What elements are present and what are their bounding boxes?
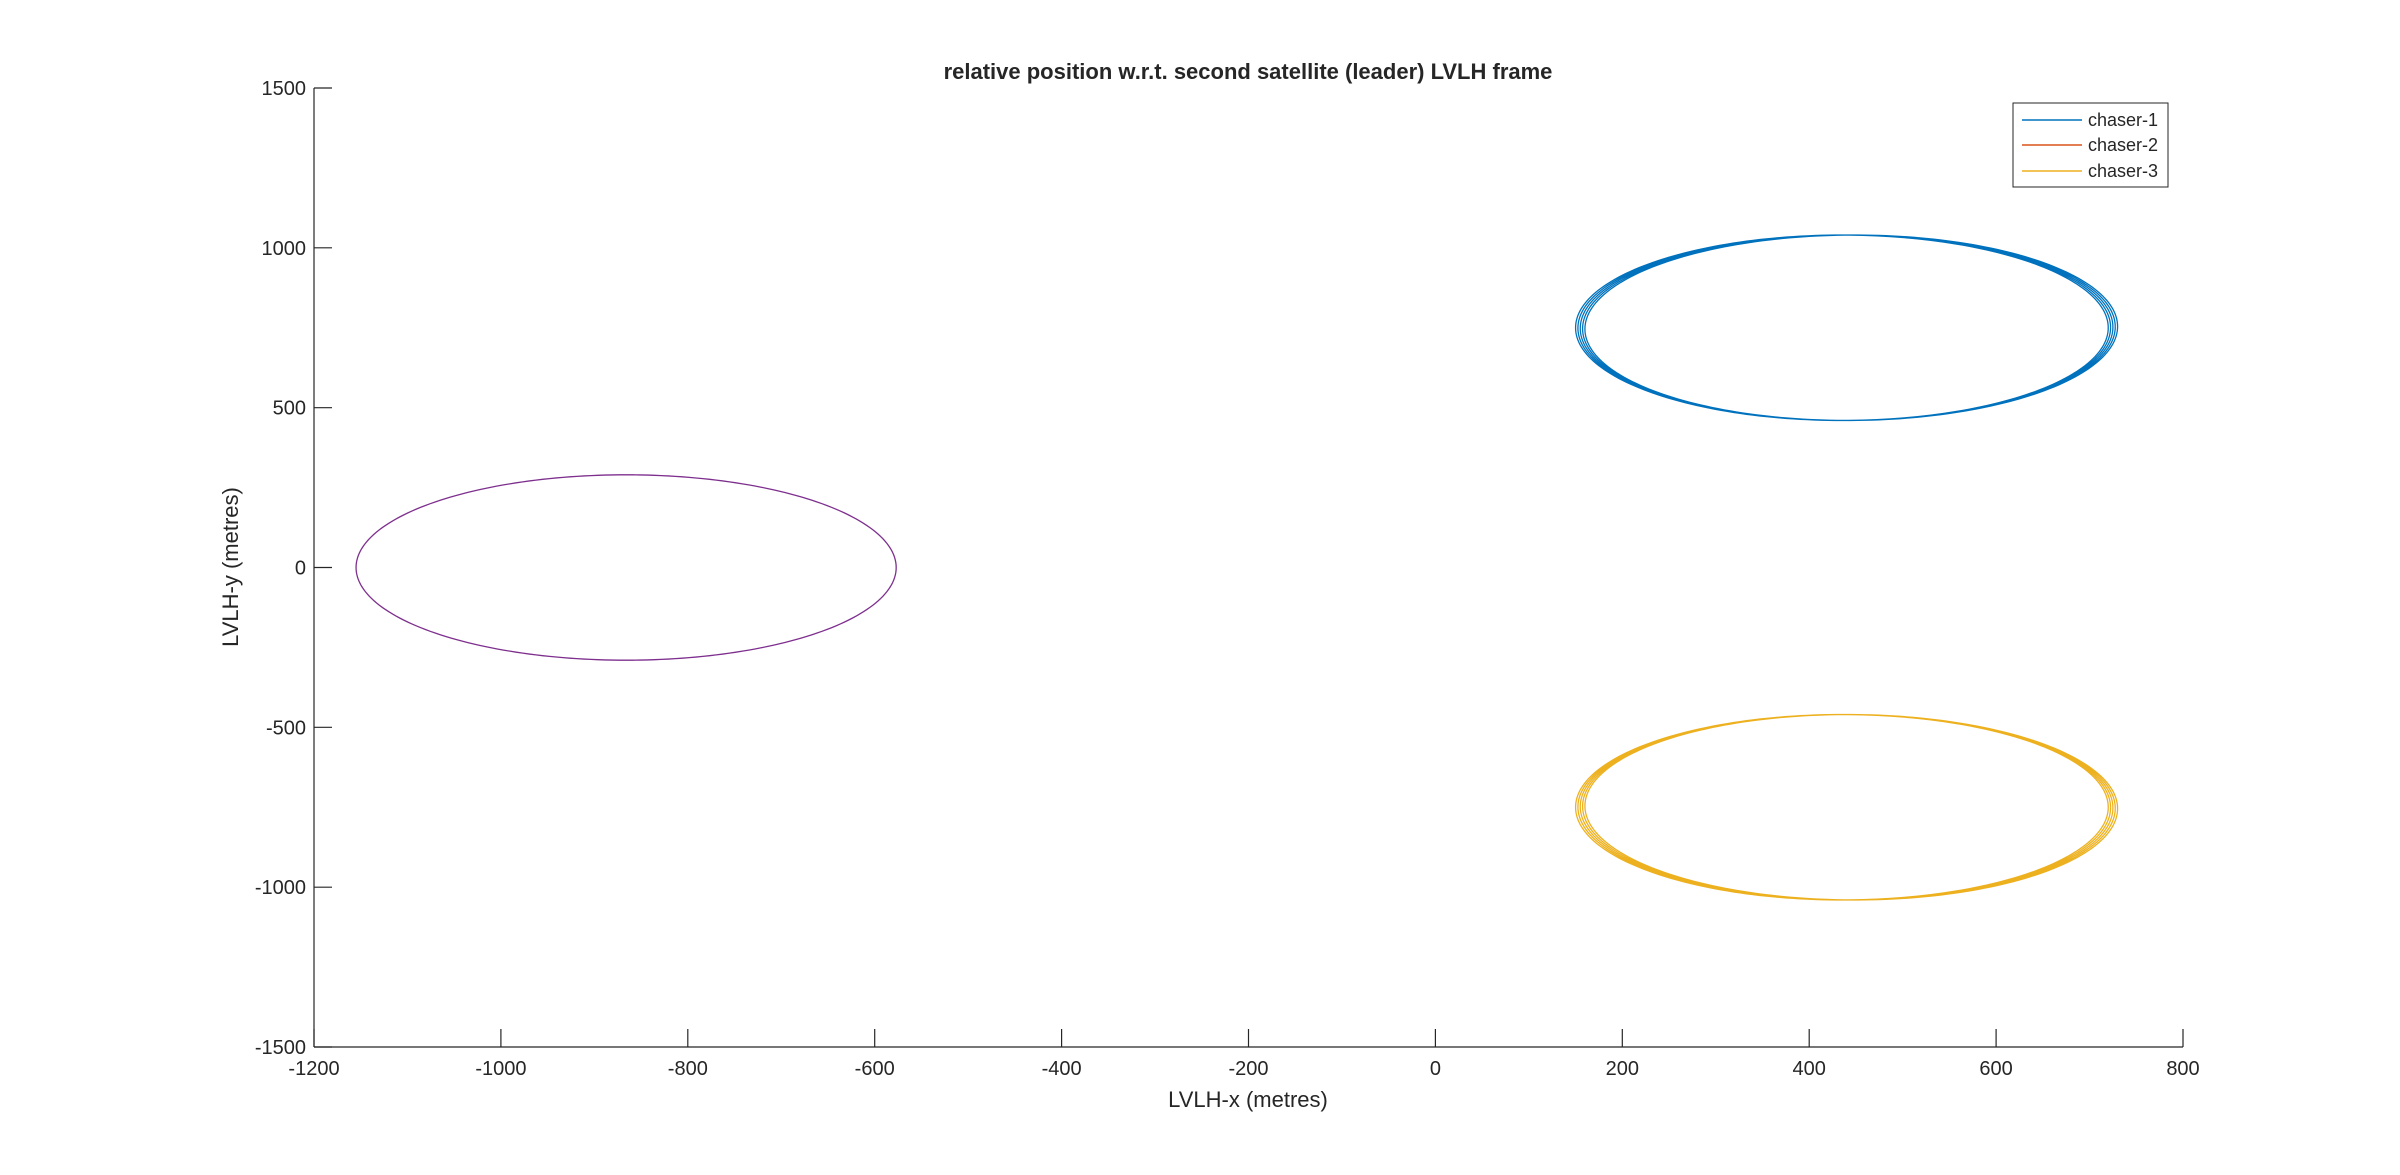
series-line-chaser-2 — [355, 474, 897, 661]
series-line-chaser-1 — [1574, 234, 2119, 422]
y-axis-label: LVLH-y (metres) — [218, 487, 243, 647]
legend-label-chaser-2: chaser-2 — [2088, 135, 2158, 155]
x-tick-label: 0 — [1430, 1058, 1441, 1080]
y-tick-label: 500 — [273, 398, 306, 420]
y-tick-label: 1500 — [262, 78, 307, 100]
x-tick-label: 400 — [1793, 1058, 1826, 1080]
plot-lines — [355, 234, 2119, 901]
chart-title: relative position w.r.t. second satellit… — [944, 59, 1553, 84]
y-tick-label: 1000 — [262, 238, 307, 260]
y-tick-label: -1000 — [255, 877, 306, 899]
y-tick-label: 0 — [295, 558, 306, 580]
x-tick-label: -200 — [1228, 1058, 1268, 1080]
legend-label-chaser-3: chaser-3 — [2088, 161, 2158, 181]
y-tick-label: -500 — [266, 717, 306, 739]
legend: chaser-1 chaser-2 chaser-3 — [2012, 102, 2169, 188]
y-ticks: -1500 -1000 -500 0 500 1000 1500 — [255, 78, 332, 1059]
x-tick-label: -1200 — [288, 1058, 339, 1080]
y-tick-label: -1500 — [255, 1037, 306, 1059]
x-ticks: -1200 -1000 -800 -600 -400 -200 0 200 400 600 800 — [288, 1029, 2200, 1080]
x-tick-label: -400 — [1042, 1058, 1082, 1080]
x-axis-label: LVLH-x (metres) — [1168, 1087, 1328, 1112]
legend-label-chaser-1: chaser-1 — [2088, 110, 2158, 130]
x-tick-label: 800 — [2166, 1058, 2199, 1080]
x-tick-label: 200 — [1606, 1058, 1639, 1080]
x-tick-label: -800 — [668, 1058, 708, 1080]
x-tick-label: 600 — [1979, 1058, 2012, 1080]
series-line-chaser-3 — [1574, 713, 2119, 901]
x-tick-label: -1000 — [475, 1058, 526, 1080]
x-tick-label: -600 — [855, 1058, 895, 1080]
